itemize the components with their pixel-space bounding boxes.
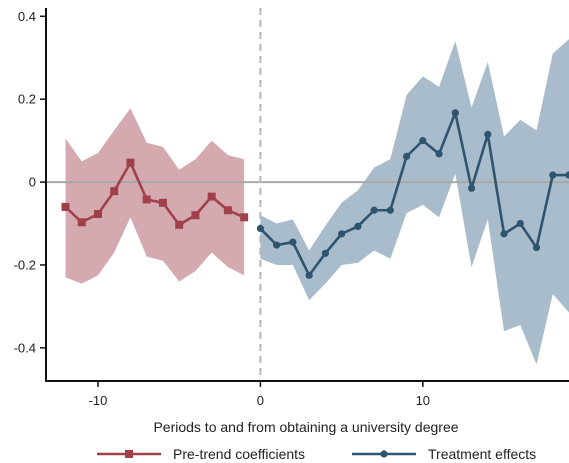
treatment-effect-point <box>419 137 427 145</box>
pre-trend-point <box>93 209 102 218</box>
x-axis-title: Periods to and from obtaining a universi… <box>153 419 458 435</box>
treatment-effect-point <box>256 224 264 233</box>
treatment-effect-point <box>451 109 459 117</box>
treatment-effect-point <box>565 171 569 179</box>
pre-trend-point <box>175 220 184 229</box>
reference-lines <box>46 8 569 381</box>
treatment-effect-point <box>289 238 297 246</box>
pre-trend-point <box>142 195 151 204</box>
confidence-band-series-1 <box>65 108 245 284</box>
treatment-effect-point <box>532 243 541 252</box>
treatment-effect-point <box>305 271 313 279</box>
pre-trend-point <box>240 213 249 222</box>
treatment-effect-point <box>484 130 492 139</box>
pre-trend-point <box>207 192 216 201</box>
confidence-band-series-2 <box>260 39 569 365</box>
pre-trend-point <box>61 202 70 211</box>
pre-trend-point <box>158 198 167 207</box>
treatment-effect-point <box>500 230 508 238</box>
y-tick-label: -0.2 <box>14 257 36 272</box>
series-markers <box>61 109 569 279</box>
confidence-bands <box>65 39 569 365</box>
treatment-effect-point <box>435 150 443 158</box>
legend-square-marker <box>125 450 133 458</box>
treatment-effect-point <box>338 230 346 238</box>
treatment-effect-point <box>402 152 411 160</box>
y-tick-label: 0.4 <box>18 9 36 24</box>
x-tick-label: -10 <box>89 393 108 408</box>
treatment-effect-point <box>516 219 524 228</box>
treatment-effect-point <box>321 249 329 257</box>
x-tick-label: 10 <box>416 393 430 408</box>
legend-circle-marker <box>380 450 388 458</box>
y-tick-label: 0 <box>29 175 36 190</box>
x-tick-label: 0 <box>257 393 264 408</box>
treatment-effect-point <box>549 171 557 179</box>
treatment-effect-point <box>386 206 394 214</box>
treatment-effect-point <box>273 241 281 249</box>
pre-trend-point <box>126 158 135 167</box>
legend-label-2: Treatment effects <box>428 446 536 462</box>
x-axis-ticks: -10 0 10 <box>89 381 430 408</box>
treatment-effect-point <box>467 184 476 192</box>
pre-trend-point <box>77 218 86 227</box>
y-tick-label: 0.2 <box>18 92 36 107</box>
pre-trend-point <box>110 187 119 196</box>
y-axis-ticks: -0.4 -0.2 0 0.2 0.4 <box>14 9 46 355</box>
pre-trend-point <box>223 206 232 215</box>
treatment-effect-point <box>354 222 362 231</box>
treatment-effect-point <box>370 206 378 214</box>
y-tick-label: -0.4 <box>14 340 36 355</box>
legend-label-1: Pre-trend coefficients <box>173 446 305 462</box>
axes <box>45 8 569 382</box>
pre-trend-point <box>191 211 200 220</box>
legend: Pre-trend coefficients Treatment effects <box>97 446 536 462</box>
